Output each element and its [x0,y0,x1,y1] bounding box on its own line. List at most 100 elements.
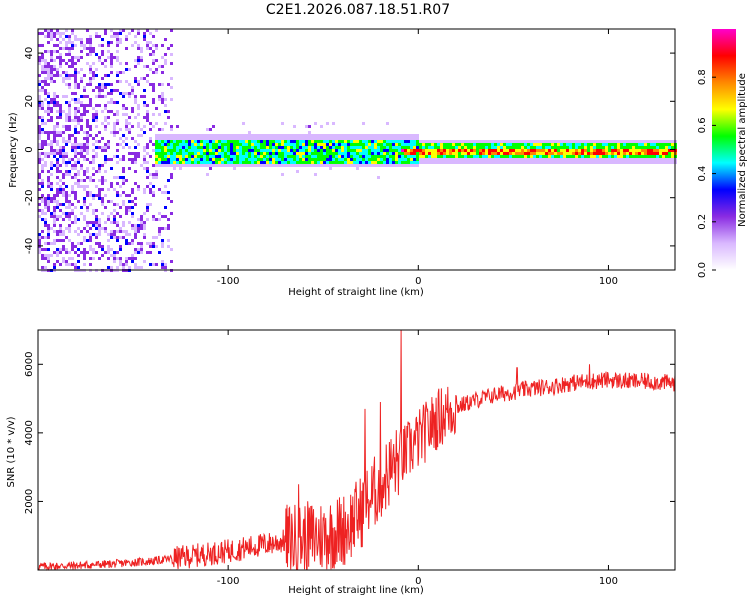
spectrogram-cell [38,44,41,47]
spectrogram-cell [302,164,305,167]
spectrogram-cell [164,134,167,137]
spectrogram-cell [164,143,167,146]
spectrogram-cell [293,164,296,167]
spectrogram-cell [38,131,41,134]
spectrogram-cell [257,146,260,149]
spectrogram-cell [227,149,230,152]
spectrogram-cell [89,257,92,260]
spectrogram-cell [365,140,368,143]
spectrogram-cell [161,143,164,146]
spectrogram-cell [143,188,146,191]
spectrogram-cell [581,140,584,143]
spectrogram-cell [230,143,233,146]
spectrogram-cell [92,50,95,53]
spectrogram-cell [518,152,521,155]
spectrogram-cell [218,140,221,143]
spectrogram-cell [182,149,185,152]
spectrogram-cell [131,215,134,218]
spectrogram-cell [113,176,116,179]
spectrogram-cell [77,170,80,173]
spectrogram-cell [65,200,68,203]
spectrogram-cell [149,32,152,35]
spectrogram-cell [236,155,239,158]
spectrogram-cell [155,122,158,125]
spectrogram-cell [656,149,659,152]
spectrogram-cell [101,212,104,215]
spectrogram-cell [311,146,314,149]
spectrogram-cell [392,155,395,158]
spectrogram-cell [131,239,134,242]
spectrogram-cell [467,140,470,143]
spectrogram-cell [236,137,239,140]
spectrogram-cell [104,230,107,233]
spectrogram-cell [68,65,71,68]
spectrogram-cell [521,161,524,164]
spectrogram-cell [179,161,182,164]
spectrogram-cell [638,155,641,158]
spectrogram-cell [653,155,656,158]
spectrogram-cell [41,212,44,215]
spectrogram-cell [179,140,182,143]
spectrogram-cell [149,155,152,158]
spectrogram-cell [158,164,161,167]
spectrogram-cell [92,155,95,158]
spectrogram-cell [56,125,59,128]
spectrogram-cell [47,230,50,233]
spectrogram-cell [215,134,218,137]
spectrogram-cell [74,245,77,248]
spectrogram-cell [131,107,134,110]
spectrogram-cell [443,146,446,149]
spectrogram-cell [161,149,164,152]
spectrogram-cell [248,146,251,149]
spectrogram-cell [311,161,314,164]
spectrogram-cell [50,32,53,35]
spectrogram-cell [269,143,272,146]
spectrogram-cell [434,158,437,161]
spectrogram-cell [371,164,374,167]
spectrogram-cell [650,146,653,149]
spectrogram-cell [287,158,290,161]
spectrogram-cell [98,167,101,170]
spectrogram-cell [188,143,191,146]
spectrogram-cell [632,155,635,158]
spectrogram-cell [59,227,62,230]
snr-x-ticks: -100 0 100 [217,330,618,587]
spectrogram-cell [53,224,56,227]
spectrogram-cell [236,161,239,164]
spectrogram-cell [362,164,365,167]
spectrogram-cell [152,50,155,53]
spectrogram-cell [536,155,539,158]
spectrogram-cell [395,158,398,161]
spectrogram-cell [293,158,296,161]
spectrogram-cell [131,257,134,260]
spectrogram-cell [302,152,305,155]
spectrogram-cell [659,146,662,149]
spectrogram-cell [329,146,332,149]
spectrogram-cell [335,134,338,137]
spectrogram-cell [143,155,146,158]
spectrogram-cell [56,143,59,146]
spectrogram-cell [41,128,44,131]
spectrogram-cell [530,140,533,143]
spectrogram-cell [533,146,536,149]
spectrogram-cell [581,146,584,149]
spectrogram-cell [188,161,191,164]
spectrogram-cell [62,155,65,158]
spectrogram-cell [146,251,149,254]
spectrogram-y-tick-label: 20 [24,95,35,108]
snr-x-tick-label: 0 [415,576,421,587]
spectrogram-cell [122,191,125,194]
spectrogram-cell [665,152,668,155]
spectrogram-cell [65,29,68,32]
spectrogram-cell [128,152,131,155]
spectrogram-cell [305,134,308,137]
spectrogram-cell [149,242,152,245]
spectrogram-cell [347,161,350,164]
spectrogram-cell [170,149,173,152]
spectrogram-cell [593,146,596,149]
spectrogram-cell [152,245,155,248]
spectrogram-cell [116,161,119,164]
spectrogram-cell [278,164,281,167]
spectrogram-cell [506,149,509,152]
spectrogram-cell [92,62,95,65]
